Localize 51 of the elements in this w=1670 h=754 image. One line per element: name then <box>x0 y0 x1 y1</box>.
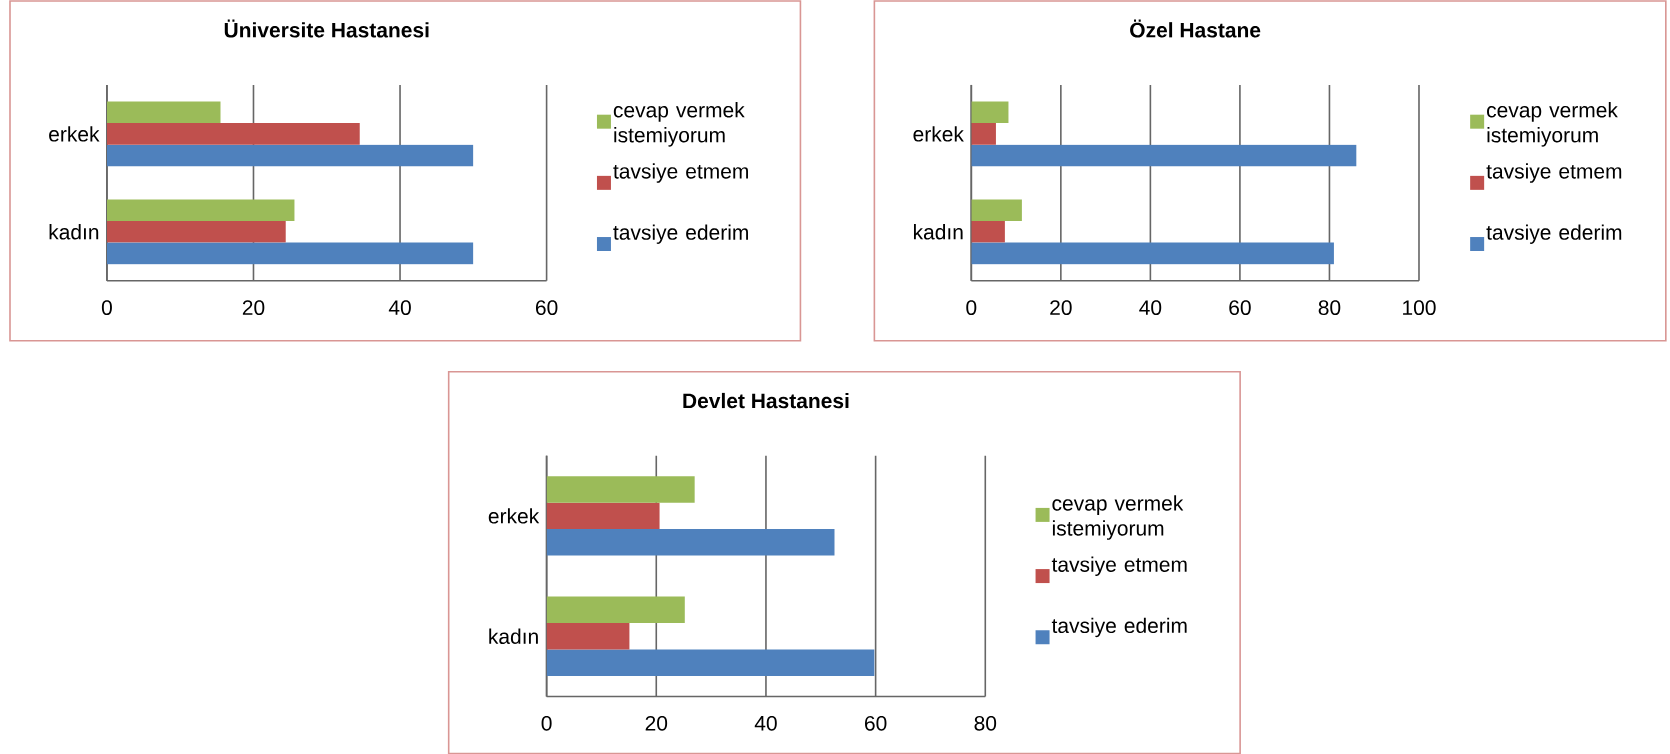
bar <box>546 649 875 676</box>
bar <box>546 475 695 503</box>
x-tick-label: 60 <box>535 299 558 315</box>
x-tick-label: 80 <box>1318 299 1341 315</box>
y-tick-label: kadın <box>913 223 963 240</box>
bar <box>546 502 660 529</box>
x-tick-label: 60 <box>865 715 887 731</box>
bar <box>106 101 221 123</box>
y-tick-label: kadın <box>49 223 99 240</box>
bar <box>106 199 295 221</box>
bar <box>971 242 1334 264</box>
x-tick-label: 0 <box>541 715 552 731</box>
y-tick-label: erkek <box>488 507 540 524</box>
legend-label: tavsiye ederim <box>1051 617 1187 637</box>
bar <box>971 199 1022 221</box>
chart-title: Devlet Hastanesi <box>683 392 849 409</box>
x-tick-label: 0 <box>101 299 112 315</box>
bar <box>106 144 474 166</box>
bar <box>106 242 474 264</box>
bar <box>971 220 1005 243</box>
x-tick-label: 100 <box>1403 299 1436 315</box>
bar <box>971 101 1009 123</box>
x-tick-label: 0 <box>966 299 977 315</box>
legend-label: tavsiye etmem <box>1486 163 1622 183</box>
x-tick-label: 40 <box>754 715 777 731</box>
bar <box>546 622 630 650</box>
x-tick-label: 80 <box>974 715 997 731</box>
y-tick-label: kadın <box>489 628 538 644</box>
legend-label: cevap vermek istemiyorum <box>1052 495 1184 540</box>
chart-title: Özel Hastane <box>1130 19 1261 38</box>
x-tick-label: 40 <box>1139 299 1162 315</box>
legend-label: tavsiye etmem <box>613 163 748 183</box>
legend-label: tavsiye ederim <box>1486 224 1622 244</box>
x-tick-label: 60 <box>1229 299 1251 315</box>
bar <box>106 122 360 145</box>
y-tick-label: erkek <box>913 125 964 142</box>
x-tick-label: 20 <box>242 299 265 315</box>
y-tick-label: erkek <box>49 125 100 142</box>
x-tick-label: 20 <box>645 715 668 731</box>
bar <box>971 122 996 145</box>
bar <box>106 220 286 243</box>
x-tick-label: 40 <box>388 299 411 315</box>
legend-label: tavsiye ederim <box>613 224 748 244</box>
bar <box>971 144 1357 166</box>
bar <box>546 596 685 623</box>
bar <box>546 528 835 556</box>
chart-title: Üniversite Hastanesi <box>224 19 429 38</box>
legend-label: tavsiye etmem <box>1051 556 1187 576</box>
legend-label: cevap vermek istemiyorum <box>1487 101 1618 147</box>
legend-label: cevap vermek istemiyorum <box>613 101 745 147</box>
x-tick-label: 20 <box>1050 299 1072 315</box>
